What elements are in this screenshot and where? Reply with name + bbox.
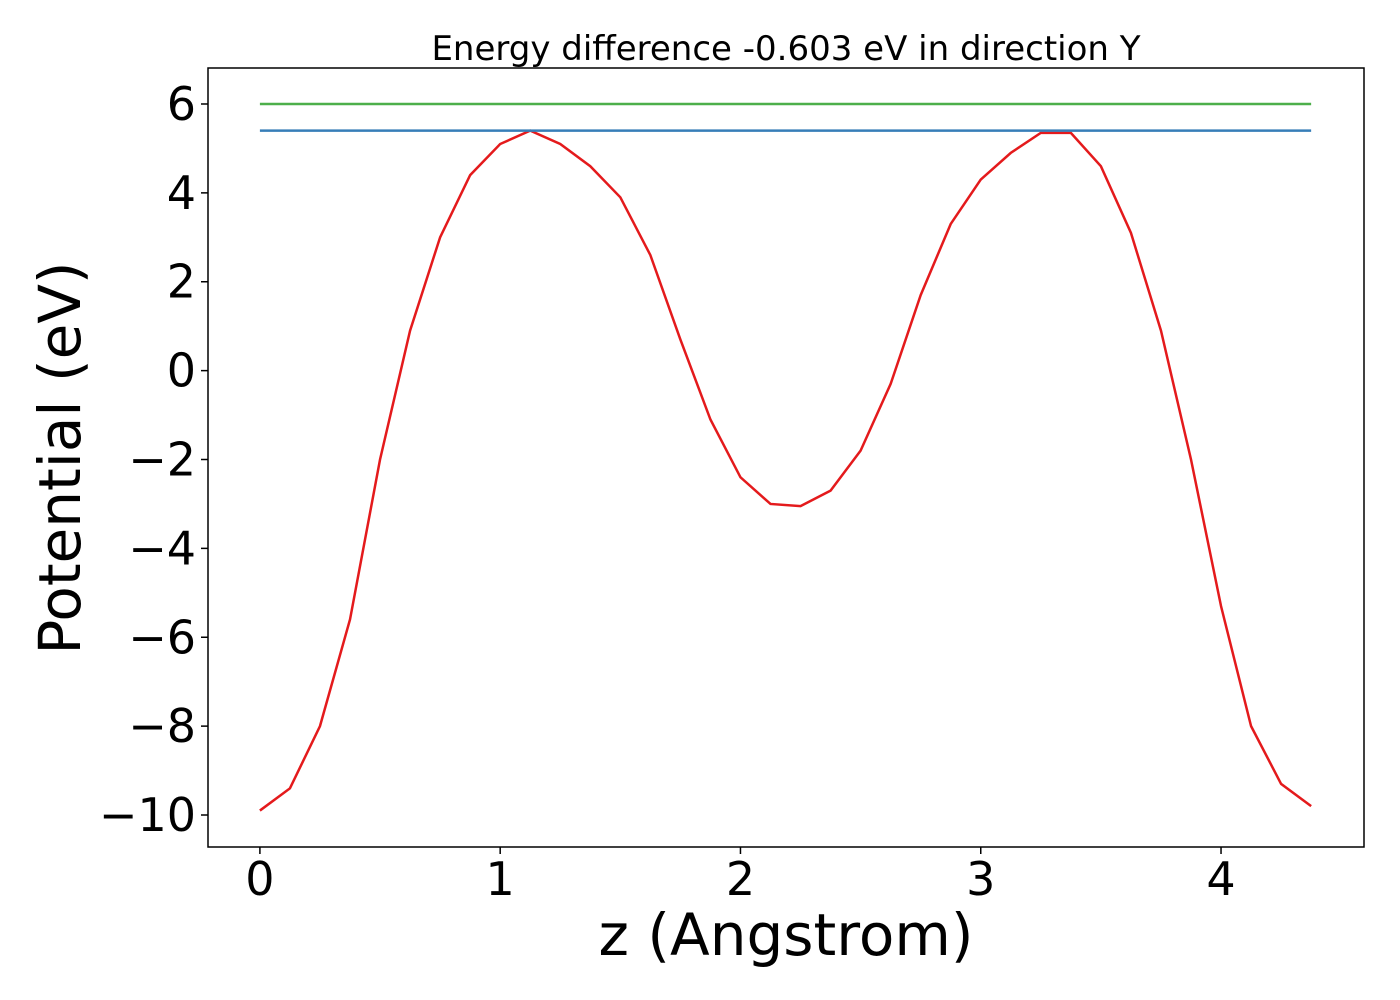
- data-line: [259, 129, 1312, 812]
- x-tick-label: 2: [726, 852, 755, 906]
- chart-title: Energy difference -0.603 eV in direction…: [431, 29, 1140, 69]
- x-tick-label: 4: [1206, 852, 1235, 906]
- plot-frame: [207, 67, 1365, 848]
- y-tick-label: −6: [128, 610, 196, 664]
- y-tick-label: 4: [167, 166, 196, 220]
- y-tick-label: −8: [128, 699, 196, 753]
- y-tick-label: −2: [128, 432, 196, 486]
- y-axis-label: Potential (eV): [26, 261, 94, 654]
- y-tick-label: 0: [167, 344, 196, 398]
- y-tick-label: 6: [167, 77, 196, 131]
- y-tick-label: −4: [128, 521, 196, 575]
- x-tick-label: 1: [486, 852, 515, 906]
- x-tick-label: 0: [245, 852, 274, 906]
- y-tick-label: −10: [99, 788, 196, 842]
- y-tick-label: 2: [167, 255, 196, 309]
- x-axis-label: z (Angstrom): [599, 901, 974, 969]
- x-tick-label: 3: [966, 852, 995, 906]
